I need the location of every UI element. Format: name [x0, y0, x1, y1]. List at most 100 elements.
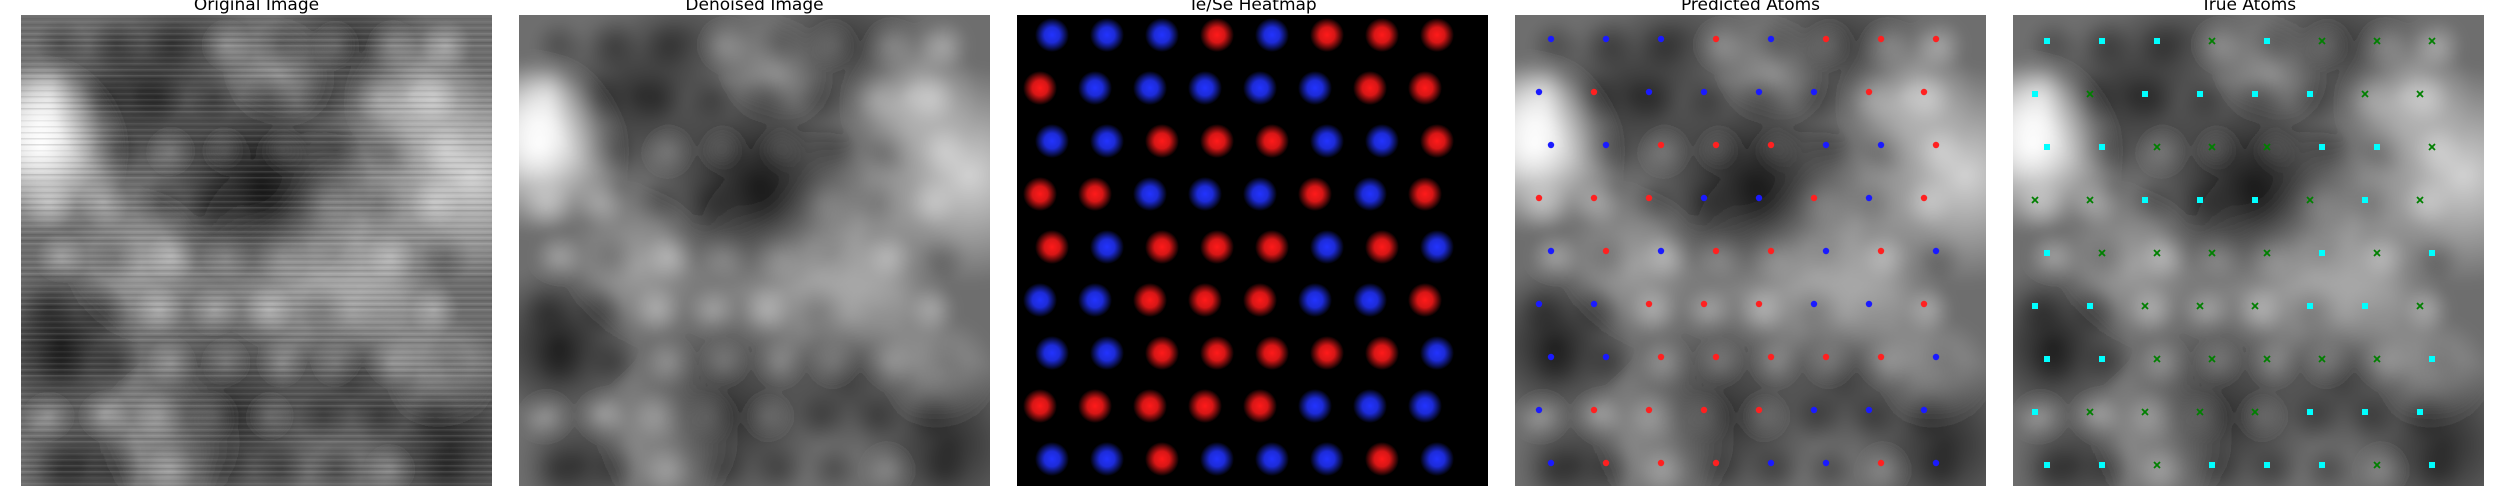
heatmap-te-blob: [1298, 177, 1332, 211]
heatmap-te-blob: [1145, 336, 1179, 370]
predicted-atom-blue: [1700, 88, 1708, 96]
true-atom-green: [2416, 302, 2424, 310]
heatmap-se-blob: [1035, 124, 1069, 158]
heatmap-se-blob: [1298, 71, 1332, 105]
heatmap-te-blob: [1255, 336, 1289, 370]
true-atom-cyan: [2252, 197, 2258, 203]
true-atom-cyan: [2099, 356, 2105, 362]
predicted-atom-red: [1920, 194, 1928, 202]
true-atom-cyan: [2417, 409, 2423, 415]
true-atom-cyan: [2044, 356, 2050, 362]
true-atom-green: [2153, 249, 2161, 257]
heatmap-te-blob: [1023, 71, 1057, 105]
heatmap-se-blob: [1420, 230, 1454, 264]
true-atom-cyan: [2142, 197, 2148, 203]
predicted-atom-blue: [1645, 88, 1653, 96]
predicted-atom-red: [1810, 194, 1818, 202]
heatmap-te-blob: [1145, 230, 1179, 264]
true-atom-cyan: [2209, 462, 2215, 468]
predicted-atom-blue: [1547, 247, 1555, 255]
heatmap-se-blob: [1188, 71, 1222, 105]
predicted-atom-red: [1767, 247, 1775, 255]
true-atom-green: [2141, 302, 2149, 310]
predicted-atom-blue: [1547, 35, 1555, 43]
predicted-atom-blue: [1547, 353, 1555, 361]
predicted-atom-blue: [1810, 406, 1818, 414]
heatmap-se-blob: [1255, 442, 1289, 476]
true-atom-green: [2373, 355, 2381, 363]
heatmap-se-blob: [1353, 283, 1387, 317]
true-atom-green: [2373, 249, 2381, 257]
predicted-atom-red: [1877, 35, 1885, 43]
true-atom-cyan: [2142, 91, 2148, 97]
heatmap-te-blob: [1365, 230, 1399, 264]
true-atoms-panel: [2013, 15, 2484, 486]
predicted-atom-red: [1920, 88, 1928, 96]
true-atom-cyan: [2362, 409, 2368, 415]
predicted-atom-blue: [1535, 406, 1543, 414]
true-atom-cyan: [2307, 91, 2313, 97]
predicted-atom-blue: [1865, 194, 1873, 202]
true-atom-green: [2086, 90, 2094, 98]
predicted-atom-red: [1590, 194, 1598, 202]
true-atom-green: [2153, 461, 2161, 469]
true-atom-cyan: [2044, 38, 2050, 44]
heatmap-te-blob: [1365, 18, 1399, 52]
true-atom-cyan: [2099, 462, 2105, 468]
predicted-atom-blue: [1932, 459, 1940, 467]
predicted-atom-red: [1865, 88, 1873, 96]
predicted-atoms-panel: [1515, 15, 1986, 486]
heatmap-se-blob: [1188, 177, 1222, 211]
predicted-atom-red: [1657, 353, 1665, 361]
heatmap-te-blob: [1310, 18, 1344, 52]
predicted-atom-red: [1657, 141, 1665, 149]
predicted-atoms-image: [1515, 15, 1986, 486]
predicted-atom-blue: [1755, 194, 1763, 202]
heatmap-se-blob: [1078, 71, 1112, 105]
heatmap-te-blob: [1408, 283, 1442, 317]
predicted-atom-red: [1767, 141, 1775, 149]
true-atom-cyan: [2264, 38, 2270, 44]
true-atom-green: [2196, 408, 2204, 416]
heatmap-te-blob: [1023, 389, 1057, 423]
panel-title-original: Original Image: [193, 0, 320, 15]
heatmap-te-blob: [1243, 283, 1277, 317]
panel-title-true: True Atoms: [2200, 0, 2297, 15]
predicted-atom-red: [1932, 141, 1940, 149]
predicted-atom-blue: [1810, 300, 1818, 308]
predicted-atom-red: [1712, 247, 1720, 255]
true-atom-green: [2416, 196, 2424, 204]
true-atom-green: [2251, 302, 2259, 310]
heatmap-se-blob: [1298, 389, 1332, 423]
true-atom-green: [2208, 143, 2216, 151]
heatmap-se-blob: [1145, 18, 1179, 52]
heatmap-se-blob: [1078, 283, 1112, 317]
predicted-atom-red: [1920, 300, 1928, 308]
heatmap-te-blob: [1365, 442, 1399, 476]
heatmap-te-blob: [1408, 71, 1442, 105]
true-atom-green: [2208, 355, 2216, 363]
heatmap-te-blob: [1353, 71, 1387, 105]
heatmap-te-blob: [1408, 177, 1442, 211]
heatmap-se-blob: [1035, 442, 1069, 476]
true-atom-cyan: [2319, 250, 2325, 256]
heatmap-se-blob: [1133, 71, 1167, 105]
heatmap-te-blob: [1200, 18, 1234, 52]
predicted-atom-blue: [1602, 353, 1610, 361]
heatmap-se-blob: [1310, 442, 1344, 476]
denoised-image: [519, 15, 990, 486]
true-atom-cyan: [2087, 303, 2093, 309]
true-atom-cyan: [2154, 38, 2160, 44]
original-image-panel: [21, 15, 492, 486]
heatmap-te-blob: [1365, 336, 1399, 370]
true-atom-green: [2373, 461, 2381, 469]
true-atom-green: [2208, 37, 2216, 45]
true-atom-cyan: [2252, 91, 2258, 97]
true-atom-green: [2086, 196, 2094, 204]
predicted-atom-red: [1712, 459, 1720, 467]
predicted-atom-red: [1645, 406, 1653, 414]
heatmap-te-blob: [1078, 177, 1112, 211]
predicted-atom-red: [1755, 300, 1763, 308]
true-atom-cyan: [2197, 91, 2203, 97]
heatmap-se-blob: [1090, 124, 1124, 158]
